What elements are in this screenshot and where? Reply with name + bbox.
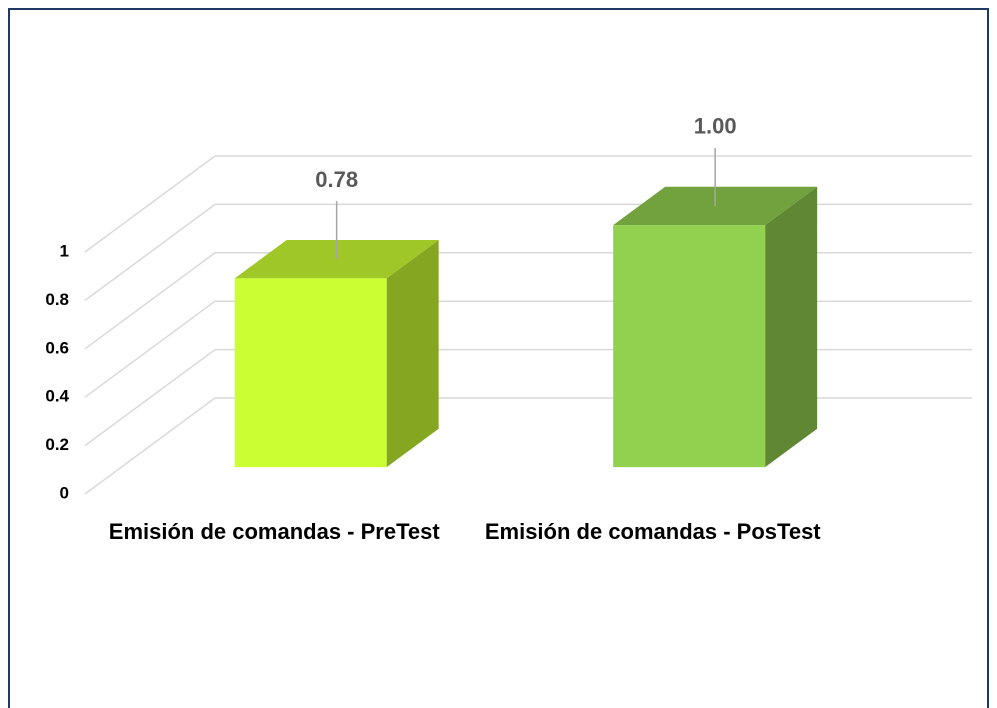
bar [613,225,766,468]
bar [234,278,387,468]
value-label: 1.00 [694,114,737,139]
y-tick-label: 0.6 [45,338,69,357]
x-tick-label: Emisión de comandas - PosTest [484,519,821,544]
y-tick-label: 0.2 [45,435,69,454]
frame [8,8,989,708]
grid-line [84,397,972,495]
bar-side [765,186,818,468]
bar-side [386,239,439,468]
y-tick-label: 0.4 [45,387,69,406]
grid-line [84,155,972,253]
value-label: 0.78 [315,167,358,192]
x-tick-label: Emisión de comandas - PreTest [108,519,440,544]
y-tick-label: 0 [60,483,69,502]
y-tick-label: 0.8 [45,290,69,309]
y-tick-label: 1 [60,241,69,260]
